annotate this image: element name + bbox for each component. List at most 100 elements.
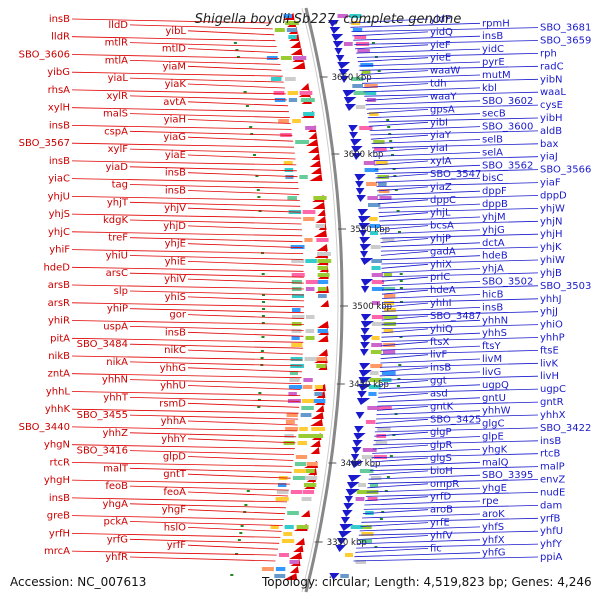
gene-label[interactable]: rhsA xyxy=(48,85,70,96)
gene-label[interactable]: yrfG xyxy=(107,534,128,545)
gene-label[interactable]: yhhS xyxy=(482,328,507,339)
gene-label[interactable]: yhgE xyxy=(482,483,507,494)
gene-label[interactable]: yhhL xyxy=(46,387,71,398)
gene-label[interactable]: hdeD xyxy=(43,262,70,273)
gene-label[interactable]: yhhZ xyxy=(103,428,129,439)
gene-label[interactable]: malQ xyxy=(482,457,509,468)
gene-label[interactable]: yhhN xyxy=(102,375,128,386)
gene-label[interactable]: cysE xyxy=(540,100,563,111)
gene-label[interactable]: dctA xyxy=(482,238,505,249)
gene-label[interactable]: yiaZ xyxy=(430,182,452,193)
gene-label[interactable]: yidP xyxy=(430,14,451,25)
gene-label[interactable]: ftsX xyxy=(430,337,449,348)
gene-label[interactable]: arsR xyxy=(48,298,70,309)
gene-label[interactable]: SBO_3602 xyxy=(482,96,533,107)
gene-label[interactable]: avtA xyxy=(163,97,186,108)
gene-label[interactable]: uspA xyxy=(103,321,128,332)
gene-label[interactable]: SBO_3425 xyxy=(430,414,481,425)
gene-label[interactable]: yhjS xyxy=(49,209,70,220)
gene-label[interactable]: mtlR xyxy=(105,38,128,49)
gene-label[interactable]: malP xyxy=(540,462,565,473)
gene-label[interactable]: yiaI xyxy=(430,143,448,154)
gene-label[interactable]: malS xyxy=(103,109,128,120)
gene-label[interactable]: SBO_3395 xyxy=(482,470,533,481)
gene-label[interactable]: lldD xyxy=(108,20,128,31)
gene-label[interactable]: SBO_3502 xyxy=(482,277,533,288)
gene-label[interactable]: livF xyxy=(430,350,447,361)
gene-label[interactable]: tdh xyxy=(430,79,447,90)
gene-label[interactable]: yidQ xyxy=(430,27,453,38)
gene-label[interactable]: yibI xyxy=(430,117,448,128)
gene-label[interactable]: yhiO xyxy=(540,320,563,331)
gene-label[interactable]: livG xyxy=(482,367,501,378)
gene-label[interactable]: yrfE xyxy=(430,518,450,529)
gene-label[interactable]: feoA xyxy=(163,487,186,498)
gene-label[interactable]: yrfD xyxy=(430,492,452,503)
gene-label[interactable]: xylA xyxy=(430,156,452,167)
gene-label[interactable]: arsB xyxy=(48,280,70,291)
gene-label[interactable]: ftsE xyxy=(540,345,559,356)
gene-label[interactable]: yiaC xyxy=(48,174,70,185)
gene-label[interactable]: aldB xyxy=(540,126,562,137)
gene-label[interactable]: yiaM xyxy=(163,61,186,72)
gene-label[interactable]: zntA xyxy=(48,369,71,380)
gene-label[interactable]: insB xyxy=(49,156,70,167)
gene-label[interactable]: yhhN xyxy=(482,315,508,326)
gene-label[interactable]: yhiS xyxy=(165,292,186,303)
gene-label[interactable]: kbl xyxy=(482,83,497,94)
gene-label[interactable]: ftsY xyxy=(482,341,501,352)
gene-label[interactable]: yhhI xyxy=(430,298,452,309)
gene-label[interactable]: SBO_3455 xyxy=(77,410,128,421)
gene-label[interactable]: pitA xyxy=(50,333,70,344)
gene-label[interactable]: yidC xyxy=(482,44,504,55)
gene-label[interactable]: yhhK xyxy=(45,404,71,415)
gene-label[interactable]: yhjN xyxy=(540,216,563,227)
gene-label[interactable]: ugpC xyxy=(540,384,566,395)
gene-label[interactable]: selA xyxy=(482,147,503,158)
gene-label[interactable]: yrfH xyxy=(49,528,70,539)
gene-label[interactable]: envZ xyxy=(540,475,565,486)
gene-label[interactable]: yhjU xyxy=(48,191,70,202)
gene-label[interactable]: gor xyxy=(169,310,186,321)
gene-label[interactable]: prlC xyxy=(430,272,450,283)
gene-label[interactable]: yhgF xyxy=(162,505,187,516)
gene-label[interactable]: yhjV xyxy=(164,203,186,214)
gene-label[interactable]: SBO_3659 xyxy=(540,36,591,47)
gene-label[interactable]: yhiR xyxy=(48,316,70,327)
gene-label[interactable]: yhgN xyxy=(44,440,70,451)
gene-label[interactable]: insB xyxy=(482,302,503,313)
gene-label[interactable]: glpE xyxy=(482,432,504,443)
gene-label[interactable]: treF xyxy=(108,233,128,244)
gene-label[interactable]: gpsA xyxy=(430,104,455,115)
gene-label[interactable]: yhhT xyxy=(103,392,129,403)
gene-label[interactable]: yiaJ xyxy=(540,152,558,163)
gene-label[interactable]: aroB xyxy=(430,505,453,516)
gene-label[interactable]: insB xyxy=(49,120,70,131)
gene-label[interactable]: gadA xyxy=(430,246,456,257)
gene-label[interactable]: nikB xyxy=(48,351,70,362)
gene-label[interactable]: yhfR xyxy=(105,552,128,563)
gene-label[interactable]: rpmH xyxy=(482,18,510,29)
gene-label[interactable]: glpD xyxy=(163,452,186,463)
gene-label[interactable]: yieE xyxy=(430,53,451,64)
gene-label[interactable]: ugpQ xyxy=(482,380,509,391)
gene-label[interactable]: yhfY xyxy=(540,539,563,550)
gene-label[interactable]: livM xyxy=(482,354,502,365)
gene-label[interactable]: yhhW xyxy=(482,406,511,417)
gene-label[interactable]: gntT xyxy=(163,469,187,480)
gene-label[interactable]: yhjJ xyxy=(540,307,558,318)
gene-label[interactable]: SBO_3606 xyxy=(19,50,70,61)
gene-label[interactable]: yhjH xyxy=(540,229,563,240)
gene-label[interactable]: yhjB xyxy=(540,268,562,279)
gene-label[interactable]: yhgH xyxy=(44,475,70,486)
gene-label[interactable]: insB xyxy=(482,31,503,42)
gene-label[interactable]: ggt xyxy=(430,376,447,387)
gene-label[interactable]: yhjT xyxy=(107,197,129,208)
gene-label[interactable]: yhgK xyxy=(482,444,508,455)
gene-label[interactable]: yiaF xyxy=(540,178,561,189)
gene-label[interactable]: hdeA xyxy=(430,285,456,296)
gene-label[interactable]: pyrE xyxy=(482,57,505,68)
gene-label[interactable]: yhhP xyxy=(540,333,565,344)
gene-label[interactable]: xylH xyxy=(48,103,70,114)
gene-label[interactable]: yiaG xyxy=(163,132,186,143)
